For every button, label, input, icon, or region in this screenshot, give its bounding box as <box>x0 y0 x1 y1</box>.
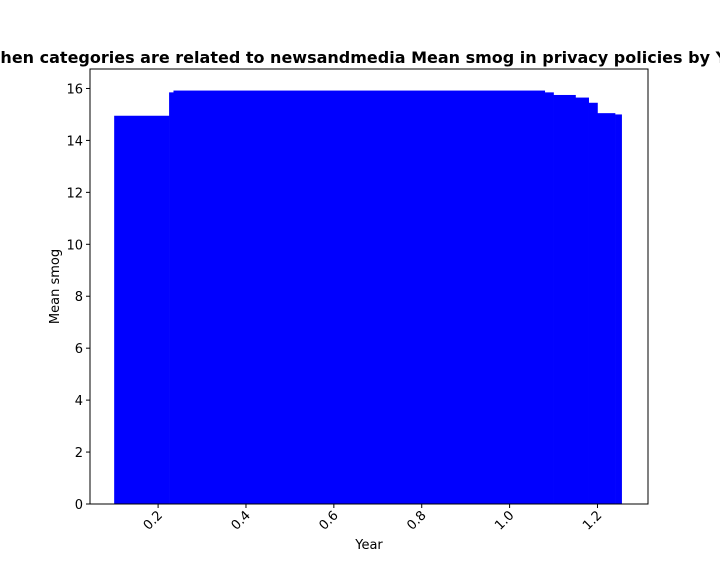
plot-frame <box>89 68 649 505</box>
bar-4 <box>553 94 576 504</box>
x-tick-label: 0.6 <box>316 508 341 533</box>
y-axis-label: Mean smog <box>48 249 63 324</box>
bars <box>114 90 622 505</box>
bar-6 <box>588 102 598 504</box>
bar-2 <box>173 90 546 504</box>
y-tick-label: 14 <box>66 134 83 149</box>
bar-8 <box>615 114 622 505</box>
x-tick-label: 1.2 <box>580 508 605 533</box>
bar-1 <box>169 92 174 504</box>
x-axis-ticks: 0.2 0.4 0.6 0.8 1.0 1.2 <box>141 504 605 533</box>
y-tick-label: 10 <box>66 238 83 253</box>
chart-title: When categories are related to newsandme… <box>0 48 720 67</box>
bar-3 <box>544 92 554 504</box>
bar-7 <box>597 113 616 504</box>
x-tick-label: 1.0 <box>492 508 517 533</box>
y-axis-ticks: 0 2 4 6 8 10 12 14 16 <box>66 82 90 513</box>
y-tick-label: 12 <box>66 186 83 201</box>
y-tick-label: 16 <box>66 82 83 97</box>
x-tick-label: 0.4 <box>229 508 254 533</box>
x-tick-label: 0.2 <box>141 508 166 533</box>
y-tick-label: 0 <box>75 498 83 513</box>
x-axis-label: Year <box>354 538 383 553</box>
y-tick-label: 8 <box>75 290 83 305</box>
bar-0 <box>114 115 170 504</box>
y-tick-label: 4 <box>75 394 83 409</box>
y-tick-label: 6 <box>75 342 83 357</box>
bar-5 <box>575 97 589 504</box>
x-tick-label: 0.8 <box>404 508 429 533</box>
y-tick-label: 2 <box>75 446 83 461</box>
